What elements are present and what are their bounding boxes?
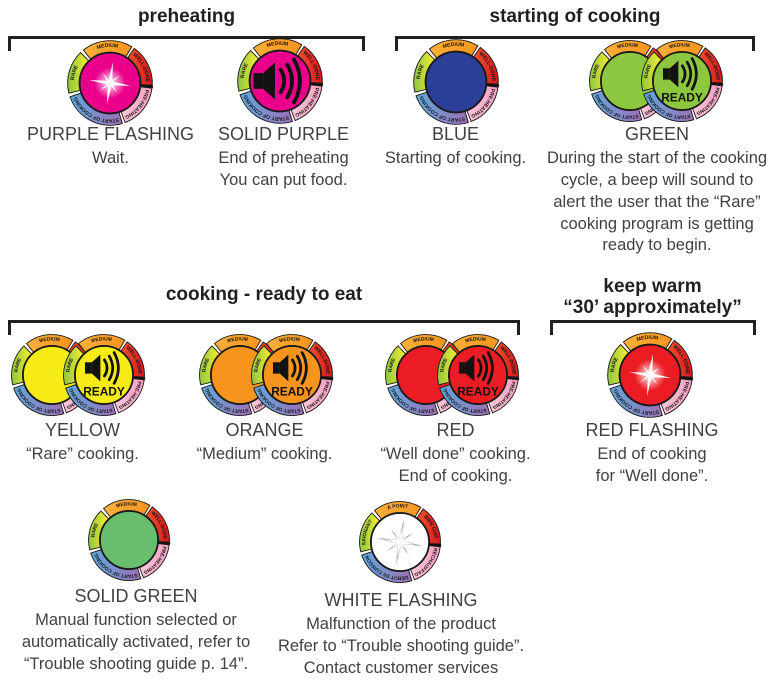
svg-text:RARE: RARE: [388, 357, 398, 373]
dial-ready: RARE MEDIUM WELL-DONE PRE-HEATING START OF C…: [248, 331, 336, 419]
svg-text:RARE: RARE: [91, 522, 101, 538]
svg-text:READY: READY: [661, 91, 703, 105]
svg-text:À POINT: À POINT: [386, 503, 408, 511]
svg-text:MEDIUM: MEDIUM: [442, 42, 465, 50]
state-red-flashing: RED FLASHING End of cooking for “Well do…: [552, 419, 752, 488]
dial-blue-icon: RARE MEDIUM WELL-DONE PRE-HEATING START OF C…: [410, 36, 502, 128]
svg-text:MEDIUM: MEDIUM: [465, 336, 487, 344]
state-solid-green: SOLID GREEN Manual function selected or …: [0, 585, 272, 676]
svg-text:MEDIUM: MEDIUM: [116, 501, 138, 509]
state-white-flashing: WHITE FLASHING Malfunction of the produc…: [250, 589, 552, 680]
state-purple-flashing: PURPLE FLASHING Wait.: [18, 123, 203, 170]
dial-red-flashing-icon: RARE MEDIUM WELL-DONE PRE-HEATING START OF C…: [604, 329, 696, 421]
state-orange: ORANGE “Medium” cooking.: [172, 419, 357, 466]
bracket-preheating: [8, 36, 365, 51]
svg-text:MEDIUM: MEDIUM: [96, 43, 119, 51]
svg-text:READY: READY: [271, 385, 313, 399]
svg-text:RARE: RARE: [592, 63, 602, 79]
bracket-keep-warm: [550, 320, 756, 335]
state-desc: Wait.: [92, 149, 129, 168]
state-red: RED “Well done” cooking. End of cooking.: [358, 419, 553, 488]
svg-text:RARE: RARE: [202, 357, 212, 373]
state-label: WHITE FLASHING: [324, 590, 478, 610]
svg-text:READY: READY: [83, 385, 125, 399]
state-desc: “Rare” cooking.: [26, 445, 139, 464]
svg-text:MEDIUM: MEDIUM: [39, 336, 61, 344]
state-label: PURPLE FLASHING: [26, 124, 195, 144]
svg-text:RARE: RARE: [416, 63, 426, 79]
svg-text:RARE: RARE: [70, 64, 80, 80]
state-label: BLUE: [431, 124, 480, 144]
state-desc: During the start of the cooking cycle, a…: [546, 149, 768, 255]
svg-text:RARE: RARE: [440, 357, 450, 373]
bracket-starting-of-cooking: [395, 36, 755, 51]
section-title-starting-of-cooking: starting of cooking: [489, 6, 661, 27]
svg-text:MEDIUM: MEDIUM: [91, 336, 113, 344]
state-label: GREEN: [624, 124, 689, 144]
state-label: RED: [436, 420, 475, 440]
svg-text:RARE: RARE: [240, 62, 250, 78]
svg-text:MEDIUM: MEDIUM: [617, 42, 639, 50]
state-desc: End of cooking for “Well done”.: [595, 445, 709, 486]
dial-purple-flashing-icon: RARE MEDIUM WELL-DONE PRE-HEATING START OF C…: [64, 37, 156, 129]
bracket-cooking-ready: [8, 320, 520, 335]
state-label: ORANGE: [225, 420, 304, 440]
svg-text:READY: READY: [457, 385, 499, 399]
section-title-preheating: preheating: [137, 6, 236, 27]
svg-text:RARE: RARE: [644, 63, 654, 79]
state-desc: “Well done” cooking. End of cooking.: [380, 445, 531, 486]
dial-ready: RARE MEDIUM WELL-DONE PRE-HEATING START OF C…: [638, 37, 726, 125]
svg-text:MEDIUM: MEDIUM: [266, 41, 289, 49]
section-title-keep-warm: keep warm “30’ approximately”: [563, 276, 742, 319]
state-desc: Starting of cooking.: [384, 149, 527, 168]
section-title-cooking-ready: cooking - ready to eat: [165, 284, 363, 305]
dial-solid-green-icon: RARE MEDIUM WELL-DONE PRE-HEATING START OF C…: [85, 496, 173, 584]
state-label: RED FLASHING: [585, 420, 719, 440]
dial-ready: RARE MEDIUM WELL-DONE PRE-HEATING START OF C…: [434, 331, 522, 419]
state-desc: End of preheating You can put food.: [218, 149, 349, 190]
svg-text:MEDIUM: MEDIUM: [413, 336, 435, 344]
svg-text:RARE: RARE: [66, 357, 76, 373]
state-yellow: YELLOW “Rare” cooking.: [0, 419, 165, 466]
svg-text:MEDIUM: MEDIUM: [227, 336, 249, 344]
state-desc: Malfunction of the product Refer to “Tro…: [277, 615, 525, 677]
svg-text:RARE: RARE: [254, 357, 264, 373]
svg-text:RARE: RARE: [14, 357, 24, 373]
svg-text:MEDIUM: MEDIUM: [636, 335, 659, 343]
state-blue: BLUE Starting of cooking.: [363, 123, 548, 170]
state-green: GREEN During the start of the cooking cy…: [533, 123, 780, 257]
svg-text:MEDIUM: MEDIUM: [279, 336, 301, 344]
svg-text:RARE: RARE: [610, 356, 620, 372]
state-solid-purple: SOLID PURPLE End of preheating You can p…: [186, 123, 381, 192]
svg-text:MEDIUM: MEDIUM: [669, 42, 691, 50]
state-label: SOLID GREEN: [74, 586, 198, 606]
state-desc: “Medium” cooking.: [196, 445, 333, 464]
state-label: SOLID PURPLE: [217, 124, 350, 144]
dial-solid-purple-icon: RARE MEDIUM WELL-DONE PRE-HEATING START OF C…: [234, 35, 326, 127]
state-label: YELLOW: [44, 420, 121, 440]
dial-ready: RARE MEDIUM WELL-DONE PRE-HEATING START OF C…: [60, 331, 148, 419]
state-desc: Manual function selected or automaticall…: [21, 611, 251, 673]
